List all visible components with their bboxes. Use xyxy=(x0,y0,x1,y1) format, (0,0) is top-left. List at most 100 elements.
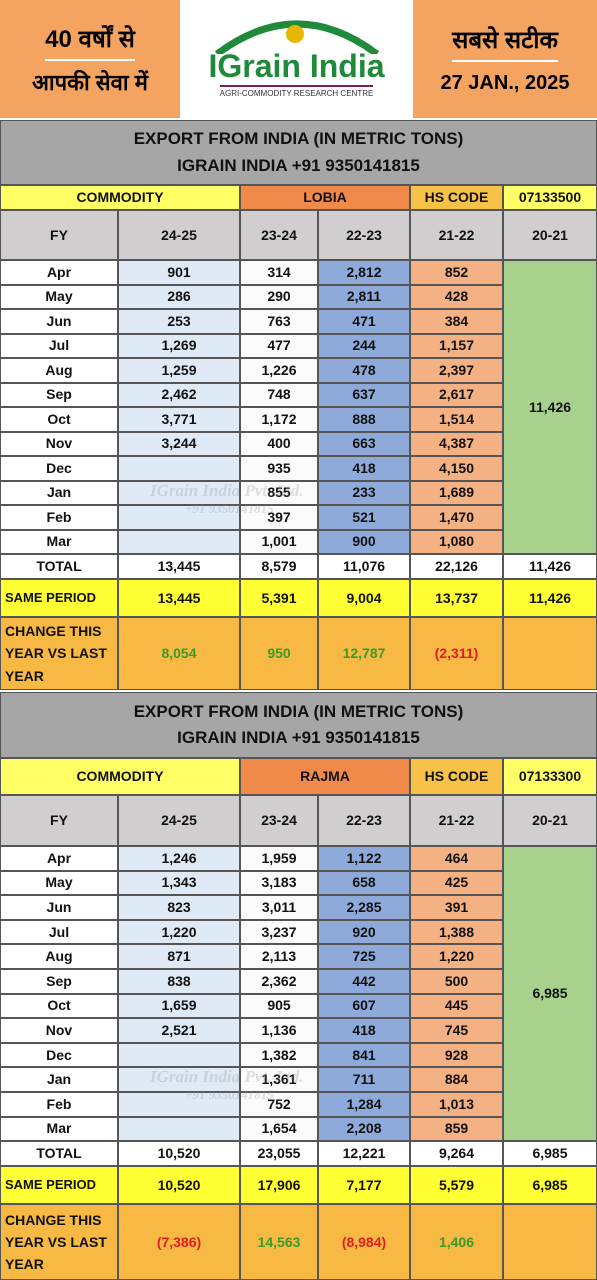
month-label: May xyxy=(0,870,118,896)
table-subtitle: IGRAIN INDIA +91 9350141815 xyxy=(177,155,420,175)
month-value: 1,654 xyxy=(240,1116,318,1142)
same-period-value: 13,737 xyxy=(410,579,503,617)
month-value: 3,183 xyxy=(240,870,318,896)
month-value: 442 xyxy=(318,969,410,994)
month-value: 901 xyxy=(118,260,240,285)
slogan: सबसे सटीक xyxy=(452,23,558,62)
watermark-name: IGrain India Pvt. Ltd. xyxy=(150,1067,304,1087)
total-value: 13,445 xyxy=(118,554,240,579)
month-value: 2,811 xyxy=(318,284,410,309)
month-value: 1,959 xyxy=(240,846,318,871)
month-value: 1,689 xyxy=(410,480,503,505)
month-value: 928 xyxy=(410,1042,503,1068)
change-value: (8,984) xyxy=(318,1204,410,1280)
month-value: 286 xyxy=(118,284,240,309)
month-label: Mar xyxy=(0,529,118,554)
month-label: Jan xyxy=(0,480,118,505)
commodity-label: COMMODITY xyxy=(0,758,240,795)
tagline: 40 वर्षों से xyxy=(45,22,135,61)
month-value: 1,284 xyxy=(318,1092,410,1117)
month-value: 1,361 xyxy=(240,1067,318,1092)
month-value: 1,659 xyxy=(118,993,240,1019)
month-label: Jan xyxy=(0,1067,118,1092)
month-label: Aug xyxy=(0,358,118,383)
month-value xyxy=(118,456,240,481)
year-header: 20-21 xyxy=(503,210,597,260)
month-value: 425 xyxy=(410,870,503,896)
logo-arc xyxy=(214,20,379,54)
total-value: 22,126 xyxy=(410,554,503,579)
month-value: 418 xyxy=(318,1018,410,1043)
month-value xyxy=(118,529,240,554)
change-value: 950 xyxy=(240,617,318,690)
month-value: 2,113 xyxy=(240,944,318,969)
month-label: Feb xyxy=(0,1092,118,1117)
month-label: Dec xyxy=(0,1042,118,1068)
merged-value: 11,426 xyxy=(503,260,597,554)
month-value: 888 xyxy=(318,407,410,432)
same-period-value: 5,391 xyxy=(240,579,318,617)
month-label: Sep xyxy=(0,382,118,407)
month-label: Oct xyxy=(0,993,118,1019)
year-header: 24-25 xyxy=(118,210,240,260)
month-value: 2,462 xyxy=(118,382,240,407)
month-value: 477 xyxy=(240,333,318,358)
year-header: 23-24 xyxy=(240,795,318,846)
month-value: 1,122 xyxy=(318,846,410,871)
same-period-value: 11,426 xyxy=(503,579,597,617)
change-value: (2,311) xyxy=(410,617,503,690)
month-value: 478 xyxy=(318,358,410,383)
month-label: Nov xyxy=(0,1018,118,1043)
same-period-value: 6,985 xyxy=(503,1166,597,1205)
change-label: CHANGE THIS YEAR VS LAST YEAR xyxy=(0,1204,118,1280)
hs-code: 07133500 xyxy=(503,185,597,210)
month-value: 900 xyxy=(318,529,410,554)
month-value: 3,237 xyxy=(240,919,318,945)
month-value: 445 xyxy=(410,993,503,1019)
table-title: EXPORT FROM INDIA (IN METRIC TONS) xyxy=(133,129,464,149)
month-value: 397 xyxy=(240,505,318,530)
month-value: 841 xyxy=(318,1042,410,1068)
month-value: 905 xyxy=(240,993,318,1019)
fy-label: FY xyxy=(0,795,118,846)
month-value xyxy=(118,480,240,505)
same-period-value: 9,004 xyxy=(318,579,410,617)
month-value: 1,220 xyxy=(410,944,503,969)
same-period-value: 13,445 xyxy=(118,579,240,617)
total-value: 8,579 xyxy=(240,554,318,579)
watermark-name: IGrain India Pvt. Ltd. xyxy=(150,480,304,500)
month-value: 1,470 xyxy=(410,505,503,530)
change-value: 14,563 xyxy=(240,1204,318,1280)
year-header: 21-22 xyxy=(410,795,503,846)
month-value: 233 xyxy=(318,480,410,505)
month-label: Dec xyxy=(0,456,118,481)
month-label: Oct xyxy=(0,407,118,432)
month-value: 3,011 xyxy=(240,895,318,920)
month-value: 725 xyxy=(318,944,410,969)
hs-code-label: HS CODE xyxy=(410,185,503,210)
same-period-value: 5,579 xyxy=(410,1166,503,1205)
month-value: 748 xyxy=(240,382,318,407)
month-value: 400 xyxy=(240,431,318,456)
month-label: Nov xyxy=(0,431,118,456)
change-value xyxy=(503,617,597,690)
month-value xyxy=(118,1042,240,1068)
month-value: 1,259 xyxy=(118,358,240,383)
month-value: 428 xyxy=(410,284,503,309)
month-value: 1,157 xyxy=(410,333,503,358)
year-header: 23-24 xyxy=(240,210,318,260)
year-header: 24-25 xyxy=(118,795,240,846)
month-value: 752 xyxy=(240,1092,318,1117)
month-value: 1,343 xyxy=(118,870,240,896)
fy-label: FY xyxy=(0,210,118,260)
change-value: 1,406 xyxy=(410,1204,503,1280)
month-value xyxy=(118,505,240,530)
month-value: 1,013 xyxy=(410,1092,503,1117)
month-value: 763 xyxy=(240,309,318,334)
month-value: 521 xyxy=(318,505,410,530)
month-value: 855 xyxy=(240,480,318,505)
month-label: Jul xyxy=(0,919,118,945)
month-value: 4,387 xyxy=(410,431,503,456)
month-value xyxy=(118,1067,240,1092)
